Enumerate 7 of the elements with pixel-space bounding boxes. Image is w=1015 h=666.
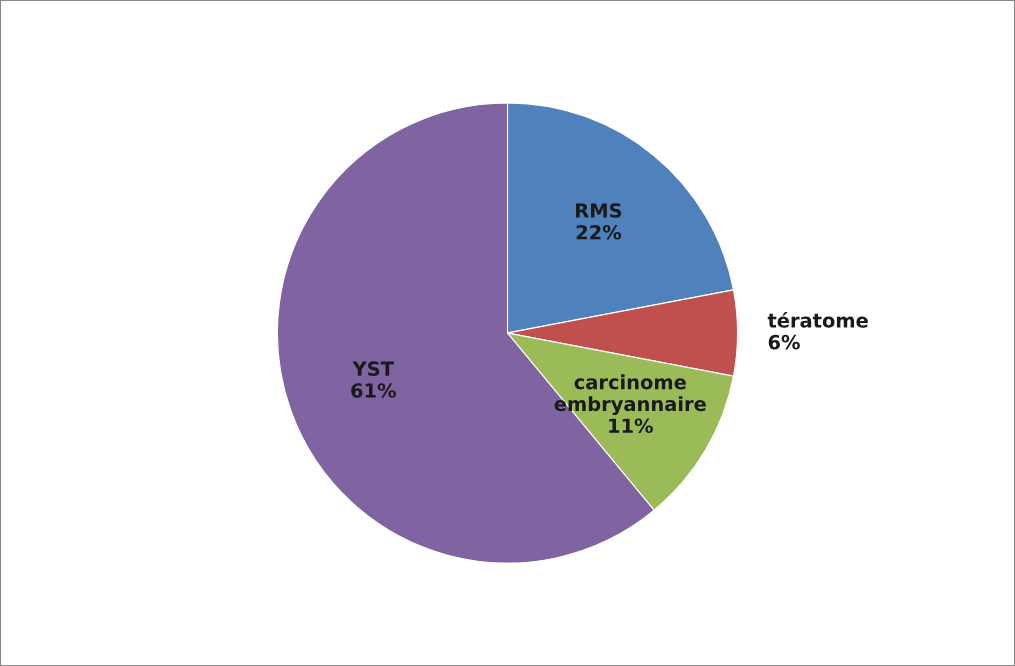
data-label: 61%: [351, 383, 396, 398]
data-label: 6%: [768, 334, 800, 350]
data-label: 22%: [576, 224, 622, 240]
slice-label: tératome: [767, 311, 868, 328]
data-label: 11%: [609, 418, 653, 434]
slice-label: YST: [352, 361, 394, 377]
slice-label: RMS: [576, 203, 622, 218]
